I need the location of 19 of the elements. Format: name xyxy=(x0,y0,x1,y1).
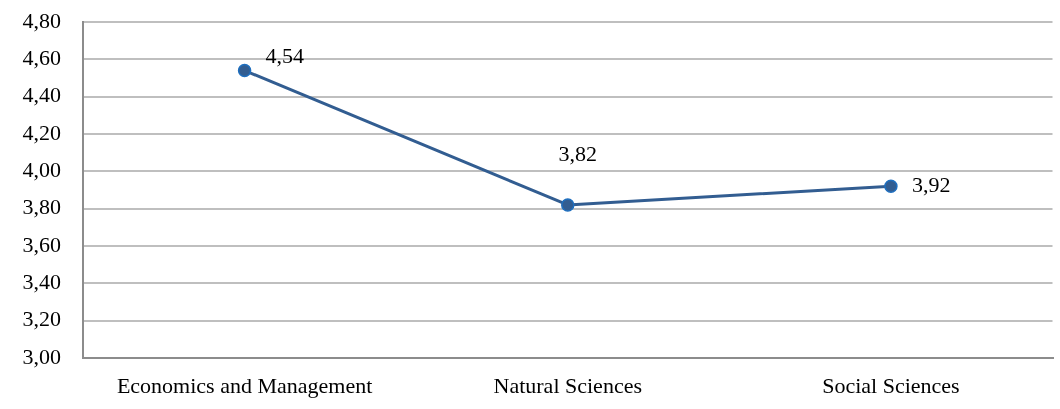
y-tick-label: 3,80 xyxy=(22,194,61,220)
point xyxy=(884,179,898,194)
y-tick-label: 3,40 xyxy=(22,269,61,295)
y-tick-label: 3,20 xyxy=(22,306,61,332)
y-tick-label: 4,00 xyxy=(22,157,61,183)
y-tick-label: 4,80 xyxy=(22,7,61,33)
y-tick-label: 3,60 xyxy=(22,231,61,257)
point xyxy=(237,63,252,78)
y-tick-label: 4,60 xyxy=(22,45,61,71)
y-tick-label: 3,00 xyxy=(22,343,61,369)
data-label: 3,82 xyxy=(558,140,597,166)
x-tick-label: Social Sciences xyxy=(822,372,960,398)
data-label: 4,54 xyxy=(265,43,305,69)
data-label: 3,92 xyxy=(911,172,951,198)
x-tick-label: Economics and Management xyxy=(116,372,373,398)
y-tick-label: 4,40 xyxy=(22,82,61,108)
y-tick-label: 4,20 xyxy=(22,119,61,145)
point xyxy=(561,198,575,212)
x-tick-label: Natural Sciences xyxy=(493,372,642,398)
